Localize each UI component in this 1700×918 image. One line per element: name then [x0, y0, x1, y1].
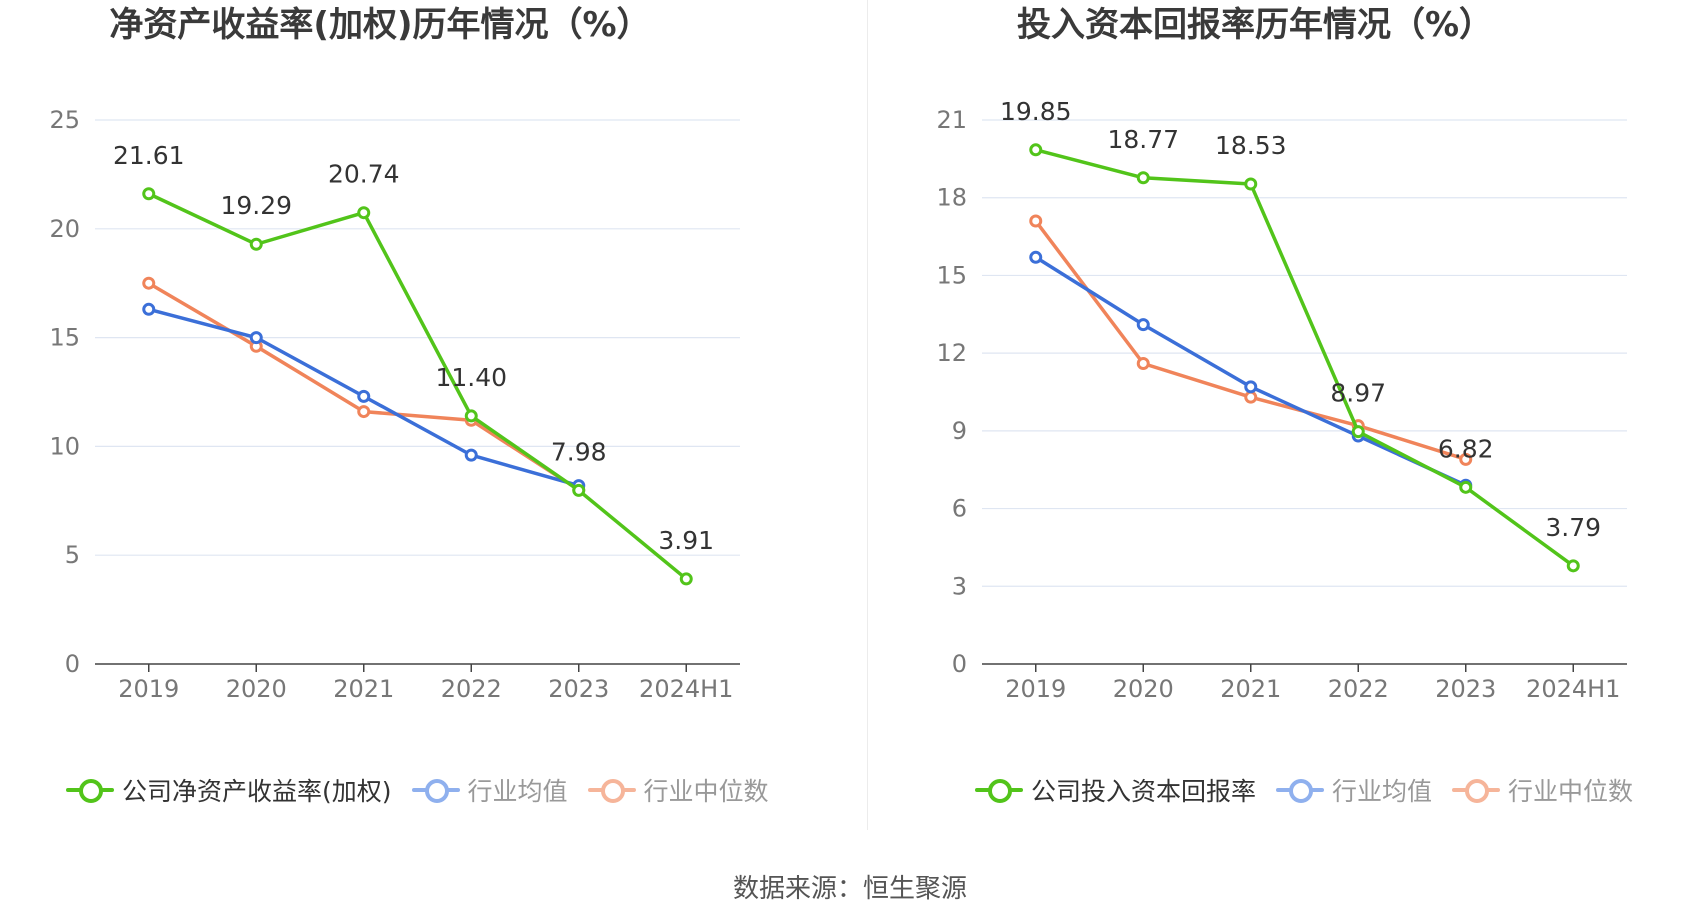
- legend-item-company-roe[interactable]: 公司净资产收益率(加权): [66, 772, 392, 808]
- series-line-company: [148, 192, 688, 581]
- y-tick-label: 3: [952, 572, 967, 600]
- data-label: 18.77: [1107, 125, 1179, 154]
- legend-swatch-company: [975, 778, 1023, 803]
- data-point-industry_median: [1459, 452, 1473, 466]
- data-point-company: [1244, 177, 1258, 191]
- x-tick-label: 2024H1: [639, 675, 733, 703]
- data-point-company: [1351, 425, 1365, 439]
- series-line-industry_median: [1034, 219, 1467, 462]
- data-point-company: [249, 237, 263, 251]
- legend-item-industry-avg[interactable]: 行业均值: [1276, 772, 1432, 808]
- legend-swatch-company: [66, 778, 114, 803]
- x-tick-label: 2020: [226, 675, 287, 703]
- y-tick-label: 21: [936, 106, 967, 134]
- data-point-company: [1136, 171, 1150, 185]
- x-tick-label: 2019: [118, 675, 179, 703]
- legend-item-industry-median[interactable]: 行业中位数: [587, 772, 769, 808]
- data-point-industry_avg: [1244, 380, 1258, 394]
- data-point-industry_avg: [464, 448, 478, 462]
- data-label: 21.61: [113, 141, 185, 170]
- series-line-company: [1035, 148, 1575, 568]
- series-line-industry_avg: [1034, 255, 1467, 487]
- x-tick-label: 2021: [333, 675, 394, 703]
- data-source-note: 数据来源：恒生聚源: [732, 874, 967, 904]
- data-point-industry_median: [357, 405, 371, 419]
- y-tick-label: 12: [936, 339, 967, 367]
- y-tick-label: 0: [952, 650, 967, 678]
- x-tick-label: 2023: [548, 675, 609, 703]
- legend-swatch-industry-median: [1452, 778, 1501, 803]
- data-label: 3.91: [658, 526, 714, 555]
- legend-label: 行业中位数: [1508, 777, 1634, 806]
- data-label: 19.85: [1000, 97, 1072, 126]
- x-tick-label: 2022: [441, 675, 502, 703]
- series-line-industry_median: [147, 281, 580, 492]
- x-tick-label: 2021: [1220, 675, 1281, 703]
- y-tick-label: 15: [936, 261, 967, 289]
- roic-legend: 公司投入资本回报率 行业均值 行业中位数: [975, 770, 1653, 810]
- legend-label: 公司净资产收益率(加权): [122, 777, 392, 806]
- x-tick-label: 2024H1: [1526, 675, 1620, 703]
- y-tick-label: 20: [49, 215, 80, 243]
- data-label: 20.74: [328, 160, 400, 189]
- y-tick-label: 6: [952, 495, 967, 523]
- data-point-company: [357, 206, 371, 220]
- data-point-industry_avg: [249, 331, 263, 345]
- data-point-industry_median: [1029, 214, 1043, 228]
- data-label: 3.79: [1545, 513, 1601, 542]
- legend-swatch-industry-avg: [1276, 778, 1325, 803]
- legend-label: 行业均值: [467, 777, 568, 806]
- x-tick-label: 2023: [1435, 675, 1496, 703]
- data-point-industry_avg: [1029, 250, 1043, 264]
- data-label: 18.53: [1215, 131, 1287, 160]
- x-tick-label: 2019: [1005, 675, 1066, 703]
- data-point-company: [1459, 480, 1473, 494]
- data-point-industry_median: [1244, 390, 1258, 404]
- y-tick-label: 15: [49, 324, 80, 352]
- x-tick-label: 2022: [1328, 675, 1389, 703]
- data-label: 8.97: [1330, 379, 1386, 408]
- data-label: 6.82: [1438, 434, 1494, 463]
- y-tick-label: 5: [65, 541, 80, 569]
- data-point-industry_avg: [357, 389, 371, 403]
- legend-item-company-roic[interactable]: 公司投入资本回报率: [975, 772, 1256, 808]
- data-point-company: [572, 483, 586, 497]
- legend-label: 行业中位数: [643, 777, 769, 806]
- data-point-industry_avg: [142, 302, 156, 316]
- data-point-industry_median: [142, 276, 156, 290]
- legend-item-industry-median[interactable]: 行业中位数: [1452, 772, 1633, 808]
- legend-swatch-industry-avg: [411, 778, 460, 803]
- data-point-industry_median: [1136, 357, 1150, 371]
- data-point-company: [679, 572, 693, 586]
- x-tick-label: 2020: [1113, 675, 1174, 703]
- y-tick-label: 25: [49, 106, 80, 134]
- data-label: 19.29: [220, 191, 292, 220]
- y-tick-label: 10: [49, 432, 80, 460]
- roic-chart-title: 投入资本回报率历年情况（%）: [1016, 5, 1494, 45]
- legend-label: 公司投入资本回报率: [1031, 777, 1257, 806]
- data-point-company: [1029, 143, 1043, 157]
- roe-legend: 公司净资产收益率(加权) 行业均值 行业中位数: [66, 770, 789, 810]
- data-point-company: [464, 409, 478, 423]
- panel-divider: [867, 0, 868, 830]
- data-label: 7.98: [551, 437, 607, 466]
- data-point-company: [142, 187, 156, 201]
- legend-label: 行业均值: [1332, 777, 1433, 806]
- data-label: 11.40: [435, 363, 507, 392]
- y-tick-label: 0: [65, 650, 80, 678]
- legend-swatch-industry-median: [587, 778, 636, 803]
- y-tick-label: 18: [936, 184, 967, 212]
- data-point-company: [1566, 559, 1580, 573]
- y-tick-label: 9: [952, 417, 967, 445]
- data-point-industry_avg: [1136, 318, 1150, 332]
- roe-chart-title: 净资产收益率(加权)历年情况（%）: [109, 5, 651, 45]
- legend-item-industry-avg[interactable]: 行业均值: [411, 772, 568, 808]
